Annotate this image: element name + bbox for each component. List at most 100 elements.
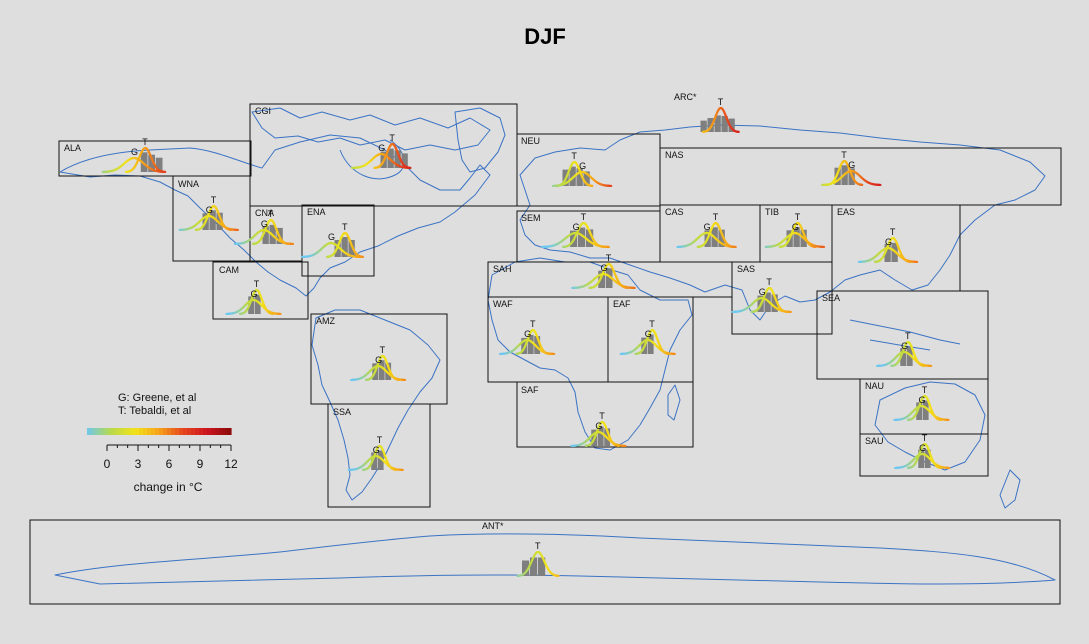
colorbar-ticks: 0 3 6 9 12 [104,444,238,471]
colorbar-cell [139,428,144,435]
histogram-bar [884,244,891,262]
region-box-cam [212,261,309,320]
marker-greene: G [704,222,711,232]
histogram-bar [569,166,576,186]
histogram-bar [605,268,613,288]
colorbar-cell [103,428,108,435]
colorbar-cell [223,428,228,435]
colorbar-cell [203,428,208,435]
marker-greene: G [579,161,586,171]
marker-greene: G [261,219,268,229]
marker-greene: G [792,222,799,232]
region-plot-ala: GT [101,137,167,174]
histogram-bar [900,348,907,366]
colorbar-cell [115,428,120,435]
region-label-cgi: CGI [255,106,271,116]
region-label-arc: ARC* [674,92,697,102]
region-plot-ena: GT [300,222,365,259]
marker-tebaldi: T [581,212,587,222]
colorbar-cell [179,428,184,435]
colorbar-cell [215,428,220,435]
region-label-cas: CAS [665,207,684,217]
histogram-bar [728,118,735,132]
marker-greene: G [206,205,213,215]
region-plot-arc: T [700,97,740,133]
region-plot-saf: GT [570,411,627,448]
colorbar-cell [159,428,164,435]
coast-madagascar [667,384,681,421]
marker-greene: G [328,232,335,242]
colorbar-cell [163,428,168,435]
region-box-ssa [327,403,431,508]
colorbar-cell [219,428,224,435]
marker-greene: G [595,421,602,431]
marker-greene: G [373,445,380,455]
marker-greene: G [901,341,908,351]
colorbar-cell [123,428,128,435]
region-label-ena: ENA [307,207,326,217]
chart-title: DJF [524,24,566,49]
marker-tebaldi: T [606,253,612,263]
colorbar-cell [91,428,96,435]
marker-tebaldi: T [142,137,148,147]
region-label-sas: SAS [737,264,755,274]
histogram-bar [248,296,255,314]
histogram-bar [140,152,148,172]
histogram-bar [262,226,269,244]
colorbar-cell [119,428,124,435]
marker-tebaldi: T [766,277,772,287]
legend-entry-greene: G: Greene, et al [118,392,196,404]
histogram-bar [771,294,778,312]
legend-entry-tebaldi: T: Tebaldi, et al [118,405,191,417]
marker-tebaldi: T [530,319,536,329]
coast-greenland [454,107,506,173]
region-plot-cam: GT [225,279,282,316]
region-plot-sau: GT [894,433,951,470]
region-plot-waf: GT [498,319,556,356]
region-box-ena [301,204,375,277]
histogram-bar [834,167,841,185]
colorbar-cell [191,428,196,435]
marker-tebaldi: T [905,331,911,341]
colorbar-cell [87,428,92,435]
histogram-bar [385,362,392,380]
histogram-bar [714,115,721,132]
region-box-ala [58,140,252,177]
colorbar-cell [183,428,188,435]
region-label-cna: CNA [255,208,274,218]
marker-greene: G [918,395,925,405]
colorbar-cell [131,428,136,435]
region-label-ssa: SSA [333,407,351,417]
histogram-bar [707,118,714,132]
colorbar-cell [155,428,160,435]
marker-tebaldi: T [922,385,928,395]
region-box-sau [859,433,989,477]
colorbar-cell [135,428,140,435]
colorbar-cell [95,428,100,435]
marker-greene: G [601,263,608,273]
coast-south-america [311,309,441,501]
marker-tebaldi: T [535,541,541,551]
region-plot-cna: GT [233,209,295,246]
histogram-bar [378,360,385,380]
colorbar-cell [171,428,176,435]
histogram-bar [924,449,931,468]
marker-tebaldi: T [268,209,274,219]
region-plot-neu: GT [551,151,613,188]
colorbar-cell [195,428,200,435]
marker-tebaldi: T [795,212,801,222]
colorbar-cell [167,428,172,435]
histogram-bar [647,334,654,354]
histogram-bar [527,334,534,354]
region-plot-wna: GT [178,195,240,232]
region-label-tib: TIB [765,207,779,217]
region-plot-ant: T [516,541,560,577]
region-plot-sea: GT [876,331,933,368]
marker-greene: G [524,329,531,339]
histogram-bar [341,237,348,257]
coast-arctic-islands [251,107,491,151]
histogram-bar [700,120,707,132]
colorbar-cell [143,428,148,435]
marker-tebaldi: T [211,195,217,205]
